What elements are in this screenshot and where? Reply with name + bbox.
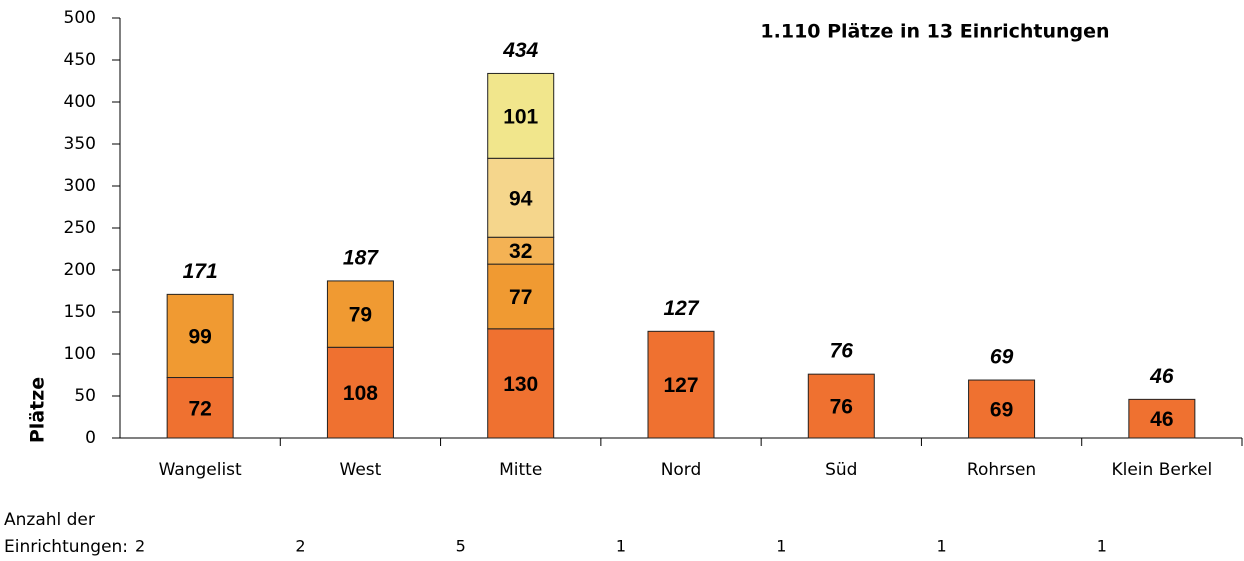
y-tick-label: 0	[85, 428, 96, 448]
data-label: 130	[503, 373, 538, 396]
bar-segment	[326, 280, 394, 348]
y-tick-label: 200	[64, 260, 96, 280]
y-tick-label: 50	[74, 386, 96, 406]
data-label: 77	[509, 286, 532, 309]
bar-segment	[487, 72, 555, 159]
x-tick-label: Mitte	[499, 460, 542, 480]
y-tick-label: 250	[64, 218, 96, 238]
bar-segment	[487, 328, 555, 439]
data-label: 79	[349, 304, 372, 327]
count-label: 1	[776, 537, 786, 556]
data-label: 101	[503, 105, 538, 128]
total-label: 76	[830, 340, 854, 363]
data-label: 99	[188, 325, 211, 348]
x-tick-label: West	[340, 460, 382, 480]
x-tick-label: Rohrsen	[967, 460, 1036, 480]
total-label: 187	[343, 246, 379, 269]
x-tick-label: Nord	[661, 460, 702, 480]
count-label: 1	[936, 537, 946, 556]
count-label: 2	[295, 537, 305, 556]
count-label: 1	[1097, 537, 1107, 556]
y-tick-label: 450	[64, 50, 96, 70]
count-label: 5	[456, 537, 466, 556]
counts-label: Anzahl der	[4, 510, 95, 530]
total-label: 434	[502, 39, 538, 62]
data-label: 94	[509, 187, 533, 210]
y-tick-label: 150	[64, 302, 96, 322]
x-tick-label: Klein Berkel	[1111, 460, 1212, 480]
count-label: 1	[616, 537, 626, 556]
bar-segment	[166, 293, 234, 379]
data-label: 108	[343, 382, 378, 405]
total-label: 69	[990, 346, 1014, 369]
data-label: 76	[830, 396, 853, 419]
y-tick-label: 500	[64, 8, 96, 28]
bar-segment	[487, 263, 555, 330]
data-label: 32	[509, 240, 532, 263]
total-label: 171	[183, 260, 218, 283]
total-label: 46	[1149, 365, 1174, 388]
data-label: 69	[990, 399, 1013, 422]
bar-segment	[166, 377, 234, 439]
x-tick-label: Süd	[825, 460, 857, 480]
y-tick-label: 400	[64, 92, 96, 112]
bar-segment	[326, 346, 394, 439]
y-tick-label: 350	[64, 134, 96, 154]
y-tick-label: 100	[64, 344, 96, 364]
data-label: 72	[188, 397, 211, 420]
total-label: 127	[663, 297, 699, 320]
y-axis-label: Plätze	[27, 377, 49, 443]
count-label: 2	[135, 537, 145, 556]
data-label: 46	[1150, 408, 1173, 431]
chart-title: 1.110 Plätze in 13 Einrichtungen	[760, 21, 1109, 43]
bar-segment	[968, 379, 1036, 439]
bar-segment	[487, 157, 555, 238]
bar-segment	[807, 373, 875, 439]
counts-label: Einrichtungen:	[4, 537, 128, 557]
data-label: 127	[663, 374, 698, 397]
bar-segment	[1128, 398, 1196, 439]
y-tick-label: 300	[64, 176, 96, 196]
x-tick-label: Wangelist	[159, 460, 242, 480]
bar-segment	[647, 330, 715, 439]
